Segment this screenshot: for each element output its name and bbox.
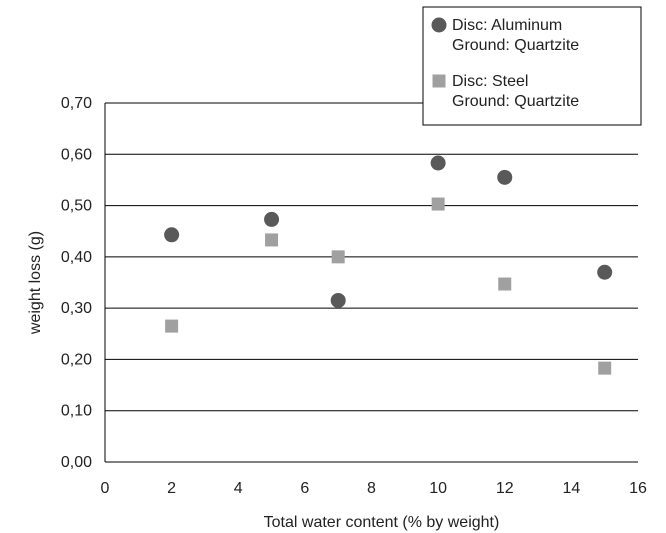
- y-tick-label-3: 0,30: [61, 300, 92, 317]
- data-points: [164, 155, 613, 375]
- y-tick-label-0: 0,00: [61, 454, 92, 471]
- x-tick-label-5: 10: [429, 480, 447, 497]
- y-tick-label-4: 0,40: [61, 249, 92, 266]
- series-0-point-5: [597, 264, 613, 280]
- y-tick-label-6: 0,60: [61, 146, 92, 163]
- legend-marker-1: [432, 74, 446, 88]
- x-tick-label-2: 4: [234, 480, 243, 497]
- y-tick-label-1: 0,10: [61, 403, 92, 420]
- axes: [104, 103, 638, 463]
- series-0-point-0: [164, 227, 180, 243]
- x-axis-title: Total water content (% by weight): [264, 514, 500, 531]
- legend: Disc: Aluminum Ground: Quartzite Disc: Ste…: [422, 6, 642, 126]
- legend-label-1-line-0: Disc: Steel: [452, 73, 528, 90]
- x-tick-label-6: 12: [496, 480, 514, 497]
- series-0-point-3: [430, 155, 446, 171]
- series-1-point-5: [598, 361, 612, 375]
- series-1-point-4: [498, 277, 512, 291]
- legend-label-0-line-1: Ground: Quartzite: [452, 37, 579, 54]
- series-1-point-3: [431, 197, 445, 211]
- x-tick-label-3: 6: [300, 480, 309, 497]
- series-0-point-4: [497, 169, 513, 185]
- legend-marker-0: [431, 17, 447, 33]
- legend-label-1-line-1: Ground: Quartzite: [452, 93, 579, 110]
- axis-titles: Total water content (% by weight) weight…: [27, 231, 499, 531]
- legend-label-0-line-0: Disc: Aluminum: [452, 17, 562, 34]
- x-tick-label-8: 16: [629, 480, 647, 497]
- series-1-point-2: [331, 250, 345, 264]
- legend-box: [422, 6, 642, 126]
- y-tick-label-7: 0,70: [61, 95, 92, 112]
- series-0-point-1: [264, 211, 280, 227]
- x-tick-label-4: 8: [367, 480, 376, 497]
- y-axis-title: weight loss (g): [27, 231, 44, 335]
- x-tick-label-0: 0: [101, 480, 110, 497]
- grid-lines: [105, 102, 638, 412]
- tick-labels: 0,00 0,10 0,20 0,30 0,40 0,50 0,60 0,70 0 2 4 6 8 10 1…: [61, 95, 647, 497]
- series-1-point-0: [165, 319, 179, 333]
- y-tick-label-5: 0,50: [61, 198, 92, 215]
- x-tick-label-7: 14: [562, 480, 580, 497]
- y-tick-label-2: 0,20: [61, 351, 92, 368]
- series-1-point-1: [265, 233, 279, 247]
- x-tick-label-1: 2: [167, 480, 176, 497]
- series-0-point-2: [330, 292, 346, 308]
